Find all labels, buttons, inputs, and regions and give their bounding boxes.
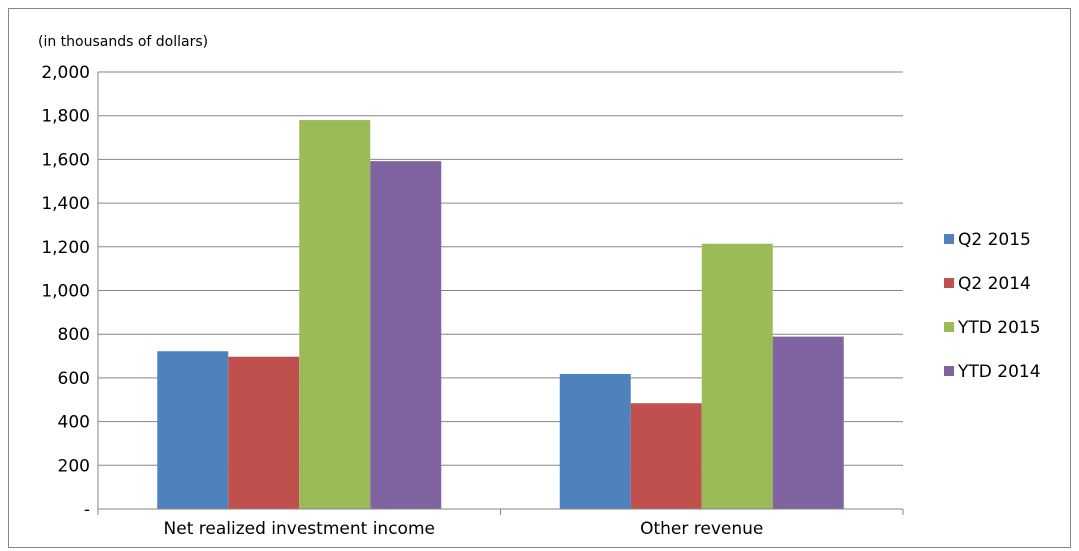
y-tick-label: 400 (58, 413, 90, 433)
legend-swatch (944, 322, 954, 332)
y-tick-label: 2,000 (41, 63, 90, 83)
y-tick-label: 1,000 (41, 282, 90, 302)
bar (299, 120, 371, 509)
legend-label: Q2 2015 (958, 230, 1031, 250)
bar (370, 161, 442, 509)
legend: Q2 2015 Q2 2014 YTD 2015 YTD 2014 (944, 230, 1041, 382)
category-label: Net realized investment income (164, 519, 435, 539)
y-tick-label: 800 (58, 325, 90, 345)
chart-frame: (in thousands of dollars) - 200 400 600 800 1… (8, 8, 1071, 548)
bar (228, 356, 300, 509)
bar (701, 243, 773, 509)
y-tick-label: 1,400 (41, 194, 90, 214)
legend-label: YTD 2014 (957, 362, 1041, 382)
bar (772, 336, 844, 509)
legend-swatch (944, 366, 954, 376)
bar-chart: (in thousands of dollars) - 200 400 600 800 1… (38, 34, 1041, 539)
bar (157, 351, 229, 509)
legend-label: YTD 2015 (957, 318, 1041, 338)
bars (157, 120, 844, 509)
y-tick-label: 1,200 (41, 238, 90, 258)
axes (97, 72, 904, 515)
bar (559, 373, 631, 509)
bar (630, 403, 702, 509)
y-tick-label: - (84, 500, 90, 520)
y-tick-labels: - 200 400 600 800 1,000 1,200 1,400 1,600 1,800 2,… (41, 63, 90, 520)
y-tick-label: 600 (58, 369, 90, 389)
category-labels: Net realized investment income Other reve… (164, 519, 764, 539)
unit-note: (in thousands of dollars) (38, 34, 208, 50)
y-tick-label: 1,600 (41, 150, 90, 170)
y-tick-label: 1,800 (41, 107, 90, 127)
legend-swatch (944, 278, 954, 288)
legend-label: Q2 2014 (958, 274, 1031, 294)
y-tick-label: 200 (58, 456, 90, 476)
category-label: Other revenue (640, 519, 763, 539)
legend-swatch (944, 234, 954, 244)
